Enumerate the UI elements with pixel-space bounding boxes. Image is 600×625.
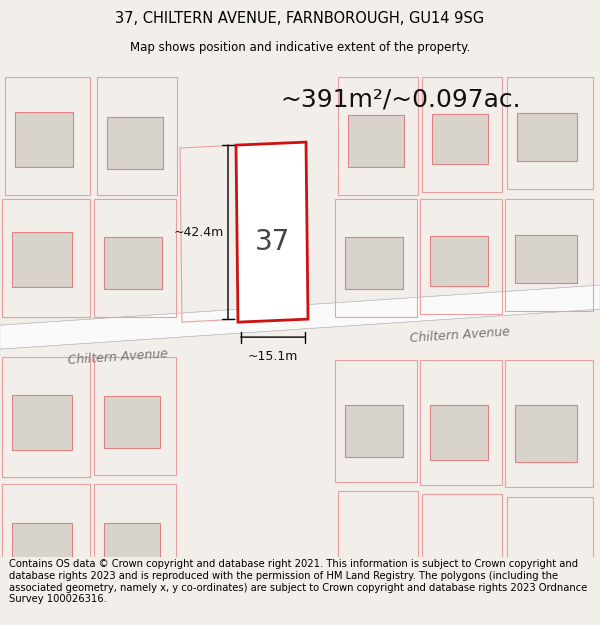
Text: Chiltern Avenue: Chiltern Avenue: [409, 326, 511, 345]
Bar: [107, 117, 163, 169]
Bar: [15, 112, 73, 167]
Bar: [345, 237, 403, 289]
Bar: [348, 115, 404, 167]
Bar: [104, 237, 162, 289]
Bar: [12, 523, 72, 575]
Bar: [12, 395, 72, 450]
Bar: [432, 114, 488, 164]
Text: 37: 37: [256, 228, 290, 256]
Bar: [104, 396, 160, 448]
Bar: [515, 235, 577, 283]
Polygon shape: [0, 285, 600, 349]
Bar: [517, 113, 577, 161]
Bar: [430, 236, 488, 286]
Bar: [345, 405, 403, 457]
Text: ~42.4m: ~42.4m: [174, 226, 224, 239]
Bar: [12, 232, 72, 287]
Text: 37, CHILTERN AVENUE, FARNBOROUGH, GU14 9SG: 37, CHILTERN AVENUE, FARNBOROUGH, GU14 9…: [115, 11, 485, 26]
Bar: [430, 405, 488, 460]
Bar: [515, 405, 577, 462]
Text: Map shows position and indicative extent of the property.: Map shows position and indicative extent…: [130, 41, 470, 54]
Polygon shape: [236, 142, 308, 322]
Bar: [104, 523, 160, 573]
Text: Contains OS data © Crown copyright and database right 2021. This information is : Contains OS data © Crown copyright and d…: [9, 559, 587, 604]
Text: Chiltern Avenue: Chiltern Avenue: [67, 348, 169, 367]
Text: ~15.1m: ~15.1m: [248, 350, 298, 363]
Text: ~391m²/~0.097ac.: ~391m²/~0.097ac.: [280, 87, 521, 111]
